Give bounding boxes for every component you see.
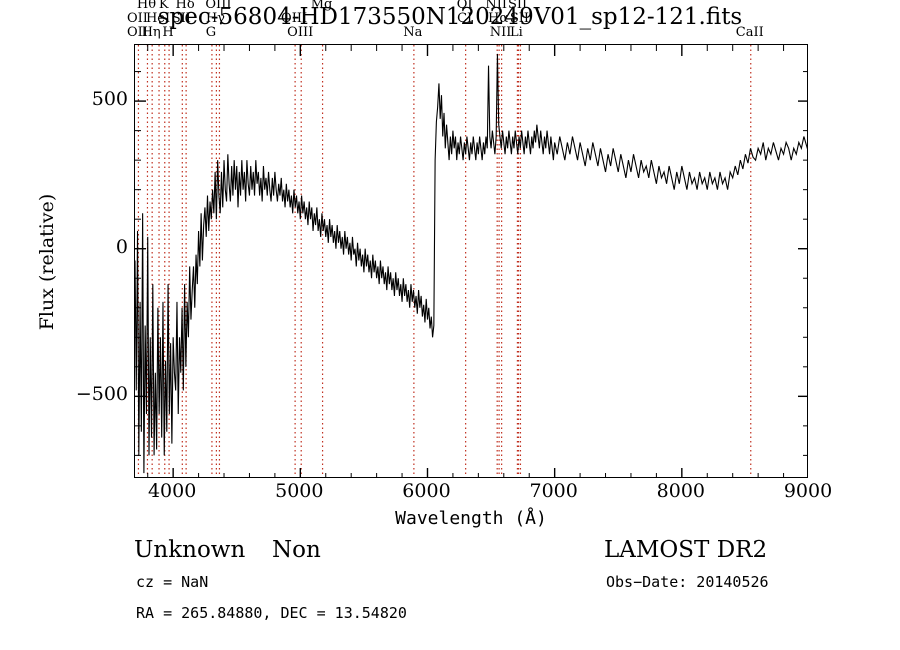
x-tick-label: 8000 <box>656 480 706 502</box>
spectral-line-label: NII <box>489 25 512 40</box>
page-title: spec-56804-HD173550N120249V01_sp12-121.f… <box>157 4 743 30</box>
survey-name: LAMOST DR2 <box>604 537 768 563</box>
spectral-line-label: OII <box>126 25 148 40</box>
y-tick-label: 0 <box>115 235 128 258</box>
axis-tick-group <box>135 45 807 477</box>
spectral-line-label: OIII <box>205 0 232 12</box>
spectral-line-label: CI <box>457 11 473 26</box>
spectral-line-label: HeI <box>145 11 171 26</box>
y-tick-label: 500 <box>91 88 128 111</box>
spectral-line-label: G <box>205 25 217 40</box>
redshift-value: cz = NaN <box>136 573 209 591</box>
y-axis-tick-labels: −500 0 500 <box>40 44 128 478</box>
spectral-line-label: NII <box>485 0 507 12</box>
plot-area <box>134 44 808 478</box>
spectral-line-label: Hγ <box>205 11 225 26</box>
spectral-line-label: Li <box>509 25 523 40</box>
x-tick-label: 6000 <box>402 480 451 502</box>
spectral-line-label: H <box>162 25 174 40</box>
spectral-line-label: CaII <box>735 25 764 40</box>
spectrum-trace <box>135 53 807 474</box>
spectral-line-label: K <box>158 0 169 12</box>
object-class: Unknown <box>134 537 246 563</box>
x-axis-tick-labels: 4000 5000 6000 7000 8000 9000 <box>0 482 900 508</box>
observation-date: Obs−Date: 20140526 <box>606 573 769 591</box>
spectral-line-label: OIII <box>287 25 314 40</box>
x-tick-label: 5000 <box>275 480 324 502</box>
spectral-line-label: SII <box>509 11 530 26</box>
object-subclass: Non <box>272 537 321 563</box>
spectral-line-label: Hθ <box>136 0 157 12</box>
spectral-line-label: Na <box>403 25 423 40</box>
spectral-line-label: Hδ <box>175 0 195 12</box>
line-marker-group <box>137 45 752 477</box>
y-axis-title: Flux (relative) <box>36 193 58 331</box>
spectral-line-label: OI <box>456 0 473 12</box>
spectral-line-label: Hα <box>488 11 509 26</box>
sky-coordinates: RA = 265.84880, DEC = 13.54820 <box>136 604 407 622</box>
spectral-line-label: SII <box>507 0 528 12</box>
spectral-line-label: SII <box>171 11 191 26</box>
x-axis-title: Wavelength (Å) <box>395 508 547 529</box>
x-tick-label: 4000 <box>147 480 197 502</box>
y-tick-label: −500 <box>75 383 128 406</box>
x-tick-label: 7000 <box>529 480 578 502</box>
spectral-line-label: Hη <box>141 25 161 40</box>
spectral-line-label: OII <box>126 11 148 26</box>
spectral-line-label: OIII <box>281 11 308 26</box>
spectrum-plot-svg <box>135 45 807 477</box>
spectral-line-label: Mg <box>310 0 333 12</box>
x-tick-label: 9000 <box>783 480 833 502</box>
